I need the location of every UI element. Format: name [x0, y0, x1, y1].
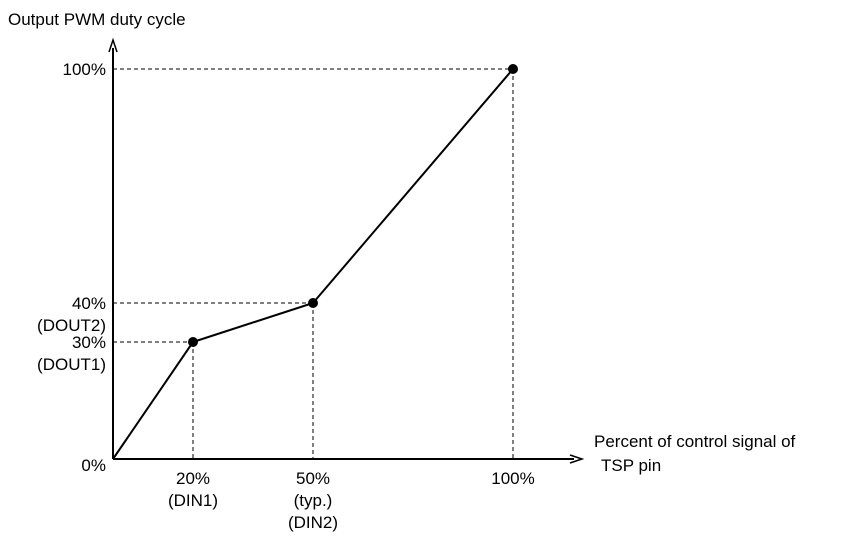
x-tick-label-0-line-0: 20% — [176, 469, 210, 488]
y-axis-label: Output PWM duty cycle — [8, 10, 186, 29]
y-axis-arrow — [108, 37, 118, 53]
origin-label: 0% — [81, 456, 106, 475]
y-tick-label-1: 40% (DOUT2) — [37, 294, 106, 335]
x-axis-label-line-1: Percent of control signal of — [594, 432, 796, 451]
series-line-0 — [112, 68, 514, 460]
x-tick-label-1-line-0: 50% — [296, 469, 330, 488]
y-tick-label-0: 100% — [63, 60, 106, 79]
x-axis-label: Percent of control signal of TSP pin — [594, 432, 800, 475]
y-tick-label-2-line-1: (DOUT1) — [37, 355, 106, 374]
x-tick-label-1-line-2: (DIN2) — [288, 513, 338, 532]
x-tick-label-2-line-0: 100% — [491, 469, 534, 488]
data-point-0 — [188, 337, 198, 347]
data-point-2 — [508, 64, 518, 74]
y-tick-label-1-line-1: (DOUT2) — [37, 316, 106, 335]
y-tick-label-0-line-0: 100% — [63, 60, 106, 79]
x-tick-label-0: 20% (DIN1) — [168, 469, 218, 510]
x-axis-arrow — [569, 454, 585, 464]
x-axis-label-line-2: TSP pin — [601, 456, 661, 475]
data-point-1 — [308, 298, 318, 308]
y-tick-label-2-line-0: 30% — [72, 333, 106, 352]
y-tick-label-2: 30% (DOUT1) — [37, 333, 106, 374]
x-tick-label-1-line-1: (typ.) — [294, 491, 333, 510]
y-tick-label-1-line-0: 40% — [72, 294, 106, 313]
x-tick-label-2: 100% — [491, 469, 534, 488]
x-tick-label-0-line-1: (DIN1) — [168, 491, 218, 510]
x-tick-label-1: 50% (typ.) (DIN2) — [288, 469, 338, 532]
